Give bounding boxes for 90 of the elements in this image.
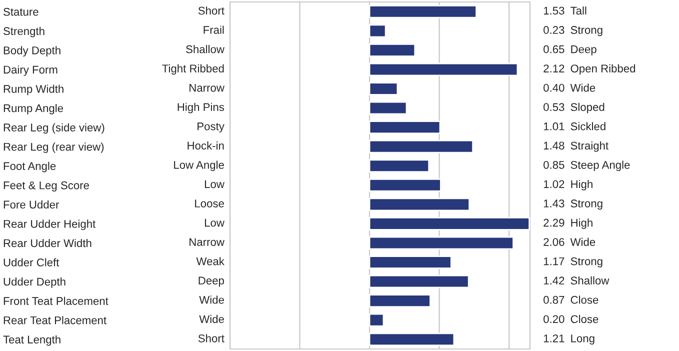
- text: Low: [204, 218, 224, 227]
- text: High: [571, 180, 592, 190]
- data-label: 0.23: [544, 26, 564, 34]
- bar: [368, 274, 470, 288]
- y-tick-label: Dairy Form: [4, 65, 58, 76]
- y-tick-label: Udder Depth: [4, 278, 66, 288]
- text: Sickled: [570, 122, 606, 130]
- data-label: 1.42: [544, 276, 564, 284]
- y-tick-label: Udder Cleft: [4, 258, 60, 266]
- y-tick-label: Rear Leg (rear view): [4, 142, 104, 153]
- data-label: 1.21: [544, 334, 564, 342]
- data-label: 0.87: [544, 296, 564, 304]
- text: Strong: [570, 200, 602, 210]
- data-label: 0.40: [544, 84, 564, 92]
- text: Shallow: [570, 276, 610, 285]
- y-tick-label: Front Teat Placement: [4, 296, 108, 305]
- text: Wide: [570, 238, 596, 246]
- bar: [368, 332, 455, 346]
- text: Tall: [570, 6, 586, 15]
- text: Weak: [196, 257, 224, 266]
- y-tick-label: Rear Teat Placement: [4, 316, 106, 324]
- y-tick-label: Teat Length: [3, 335, 60, 346]
- bar: [368, 140, 474, 154]
- text: Close: [570, 296, 598, 304]
- text: Long: [571, 334, 594, 345]
- text: Deep: [571, 45, 596, 56]
- text: Low Angle: [174, 160, 224, 172]
- data-label: 1.53: [544, 6, 564, 15]
- bar: [368, 236, 514, 250]
- text: Narrow: [190, 84, 224, 92]
- y-tick-label: Rear Udder Width: [4, 238, 92, 248]
- data-label: 2.12: [544, 64, 564, 72]
- bar: [368, 24, 386, 38]
- bar: [368, 120, 441, 134]
- text: Strong: [570, 26, 602, 36]
- text: Deep: [198, 276, 224, 287]
- y-tick-label: Body Depth: [4, 46, 60, 57]
- bar: [368, 294, 431, 308]
- y-tick-label: Fore Udder: [4, 200, 60, 209]
- text: Steep Angle: [570, 160, 630, 172]
- text: Tight Ribbed: [162, 64, 224, 75]
- text: Wide: [570, 84, 596, 92]
- data-label: 1.48: [544, 142, 564, 150]
- text: High: [571, 218, 592, 229]
- data-label: 0.85: [544, 160, 564, 169]
- y-tick-label: Rear Leg (side view): [4, 123, 104, 134]
- bar: [368, 62, 518, 76]
- text: Close: [570, 314, 598, 324]
- text: Frail: [204, 26, 224, 34]
- text: Low: [204, 180, 224, 188]
- text: Short: [198, 334, 224, 342]
- text: Strong: [570, 257, 602, 268]
- text: Wide: [199, 314, 224, 324]
- data-label: 0.65: [544, 45, 564, 54]
- text: Shallow: [186, 45, 224, 54]
- text: Sloped: [570, 102, 604, 114]
- data-label: 0.20: [544, 315, 564, 324]
- bar: [368, 101, 408, 115]
- data-label: 1.43: [544, 200, 564, 208]
- text: Straight: [570, 141, 608, 152]
- bar: [368, 198, 470, 212]
- text: Wide: [199, 296, 224, 304]
- bar: [368, 217, 530, 230]
- bar: [368, 44, 416, 57]
- y-tick-label: Stature: [4, 8, 38, 16]
- text: Loose: [195, 200, 224, 208]
- y-tick-label: Strength: [4, 26, 44, 38]
- y-tick-label: Feet & Leg Score: [4, 181, 89, 192]
- text: Hock-in: [188, 141, 224, 150]
- data-label: 1.01: [544, 122, 564, 130]
- text: Narrow: [190, 238, 224, 246]
- bar: [368, 159, 430, 173]
- bar: [368, 82, 398, 96]
- text: Posty: [198, 122, 224, 132]
- text: Open Ribbed: [570, 64, 636, 75]
- bar: [368, 178, 442, 192]
- data-label: 2.29: [544, 218, 564, 227]
- data-label: 0.53: [544, 103, 564, 112]
- bar: [368, 4, 477, 18]
- text: High Pins: [178, 102, 224, 114]
- bar: [368, 313, 384, 327]
- data-label: 2.06: [544, 238, 564, 246]
- bar: [368, 256, 452, 269]
- y-tick-label: Rear Udder Height: [4, 220, 96, 230]
- data-label: 1.17: [544, 257, 564, 266]
- y-tick-label: Foot Angle: [4, 162, 56, 172]
- text: Short: [198, 6, 224, 15]
- y-tick-label: Rump Angle: [4, 104, 64, 114]
- data-label: 1.02: [544, 180, 564, 188]
- y-tick-label: Rump Width: [4, 84, 64, 96]
